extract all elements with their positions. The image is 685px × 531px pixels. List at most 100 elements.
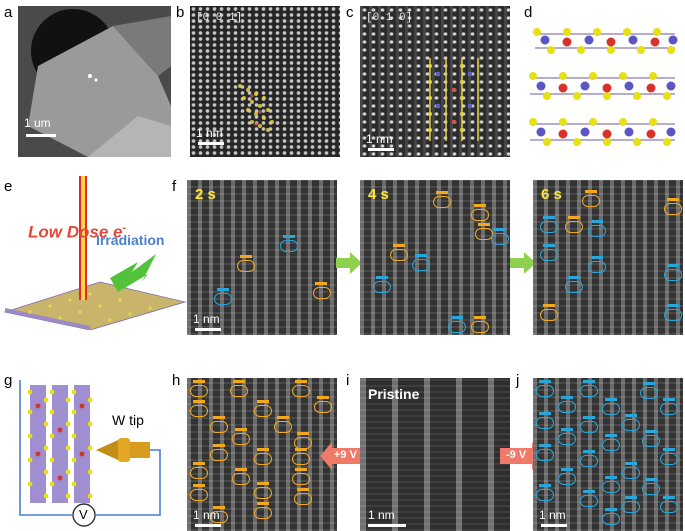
defect-blue	[558, 401, 576, 413]
defect-marker	[283, 235, 295, 238]
defect-blue	[565, 281, 583, 293]
defect-orange	[230, 385, 248, 397]
defect-marker	[591, 256, 603, 259]
defect-marker	[645, 430, 657, 433]
defect-orange	[190, 385, 208, 397]
defect-blue	[640, 387, 658, 399]
time-label-2s: 2 s	[195, 186, 216, 203]
scale-bar-i	[368, 524, 406, 527]
defect-blue	[602, 439, 620, 451]
defect-marker	[667, 264, 679, 267]
defect-marker	[663, 398, 675, 401]
bias-label-minus9: -9 V	[506, 449, 527, 461]
panel-label-g: g	[4, 372, 13, 389]
defect-orange	[540, 309, 558, 321]
defect-marker	[295, 380, 307, 383]
panel-b-image: [0 0 1] 1 nm	[190, 6, 340, 157]
defect-blue	[536, 417, 554, 429]
scale-text-h: 1 nm	[193, 508, 220, 522]
defect-marker	[583, 380, 595, 383]
panel-label-i: i	[346, 372, 350, 389]
defect-marker	[568, 276, 580, 279]
defect-marker	[233, 380, 245, 383]
defect-marker	[568, 216, 580, 219]
zone-axis-b: [0 0 1]	[196, 12, 243, 24]
panel-label-j: j	[516, 372, 520, 389]
scale-text-j: 1 nm	[539, 508, 566, 522]
defect-blue	[540, 221, 558, 233]
defect-blue	[660, 501, 678, 513]
defect-orange	[294, 493, 312, 505]
defect-marker	[583, 450, 595, 453]
defect-marker	[539, 380, 551, 383]
defect-marker	[478, 223, 490, 226]
defect-marker	[543, 304, 555, 307]
irradiation-schematic	[3, 176, 187, 330]
defect-marker	[605, 398, 617, 401]
defect-marker	[605, 508, 617, 511]
defect-blue	[280, 240, 298, 252]
defect-marker	[543, 216, 555, 219]
panel-a-image: 1 um	[18, 6, 171, 157]
defect-blue	[412, 259, 430, 271]
defect-marker	[317, 396, 329, 399]
defect-marker	[539, 484, 551, 487]
panel-label-c: c	[346, 4, 354, 21]
defect-marker	[193, 380, 205, 383]
defect-blue	[660, 403, 678, 415]
defect-blue	[642, 435, 660, 447]
defect-blue	[580, 421, 598, 433]
irradiation-text: Irradiation	[96, 232, 165, 248]
defect-marker	[625, 496, 637, 499]
defect-blue	[602, 403, 620, 415]
defect-orange	[471, 321, 489, 333]
defect-blue	[642, 483, 660, 495]
defect-marker	[645, 478, 657, 481]
panel-label-a: a	[4, 4, 13, 21]
defect-orange	[190, 467, 208, 479]
defect-blue	[580, 495, 598, 507]
panel-label-b: b	[176, 4, 185, 21]
panel-f-2s: 2 s 1 nm	[187, 180, 337, 335]
defect-blue	[664, 269, 682, 281]
defect-blue	[622, 467, 640, 479]
defect-marker	[663, 496, 675, 499]
defect-marker	[297, 488, 309, 491]
defect-blue	[214, 293, 232, 305]
defect-blue	[588, 261, 606, 273]
defect-blue	[373, 281, 391, 293]
scale-bar-c	[368, 148, 394, 151]
defect-blue	[536, 449, 554, 461]
defect-marker	[193, 462, 205, 465]
time-label-4s: 4 s	[368, 186, 389, 203]
defect-marker	[583, 490, 595, 493]
defect-marker	[295, 468, 307, 471]
defect-marker	[277, 416, 289, 419]
defect-marker	[213, 506, 225, 509]
defect-marker	[213, 444, 225, 447]
defect-blue	[622, 419, 640, 431]
defect-marker	[539, 412, 551, 415]
defect-marker	[193, 484, 205, 487]
defect-marker	[583, 416, 595, 419]
defect-marker	[605, 476, 617, 479]
defect-marker	[436, 191, 448, 194]
defect-marker	[474, 316, 486, 319]
electron-minus: -	[122, 222, 127, 234]
defect-marker	[235, 428, 247, 431]
w-tip-label: W tip	[112, 412, 144, 428]
defect-marker	[605, 434, 617, 437]
panel-label-d: d	[524, 4, 533, 21]
defect-blue	[622, 501, 640, 513]
defect-blue	[558, 473, 576, 485]
defect-marker	[561, 396, 573, 399]
defect-marker	[585, 190, 597, 193]
defect-blue	[536, 385, 554, 397]
panel-i-image: Pristine 1 nm	[360, 378, 510, 531]
defect-marker	[643, 382, 655, 385]
defect-marker	[415, 254, 427, 257]
defect-orange	[254, 487, 272, 499]
defect-marker	[451, 316, 463, 319]
bias-label-plus9: +9 V	[334, 449, 357, 461]
defect-orange	[390, 249, 408, 261]
